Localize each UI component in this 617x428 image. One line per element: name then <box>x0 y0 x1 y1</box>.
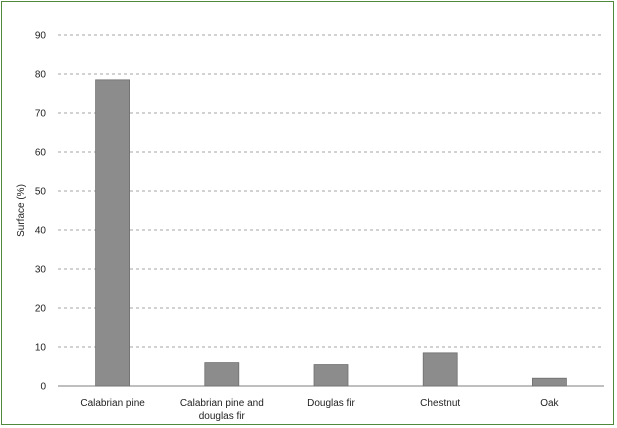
bar <box>314 365 348 386</box>
bars <box>96 80 567 386</box>
x-tick-label: Calabrian pine and douglas fir <box>180 398 264 422</box>
y-tick-label: 10 <box>35 343 47 354</box>
y-tick-label: 70 <box>35 109 47 120</box>
x-tick-label: Oak <box>540 398 559 409</box>
bar <box>205 363 239 386</box>
y-tick-label: 40 <box>35 226 47 237</box>
y-axis-title: Surface (%) <box>16 184 27 237</box>
bar <box>423 353 457 386</box>
bar <box>532 378 566 386</box>
x-tick-label: Chestnut <box>420 398 460 409</box>
y-tick-label: 80 <box>35 70 47 81</box>
y-tick-label: 20 <box>35 304 47 315</box>
x-tick-label: Douglas fir <box>307 398 355 409</box>
y-tick-label: 0 <box>40 382 46 393</box>
y-tick-label: 60 <box>35 148 47 159</box>
x-tick-label: Calabrian pine <box>80 398 145 409</box>
y-tick-label: 30 <box>35 265 47 276</box>
y-axis-ticks: 0 10 20 30 40 50 60 70 80 90 <box>35 31 47 393</box>
x-axis-labels: Calabrian pine Calabrian pine and douglas … <box>80 398 559 422</box>
y-tick-label: 90 <box>35 31 47 42</box>
gridlines <box>58 35 604 347</box>
bar <box>96 80 130 386</box>
y-tick-label: 50 <box>35 187 47 198</box>
